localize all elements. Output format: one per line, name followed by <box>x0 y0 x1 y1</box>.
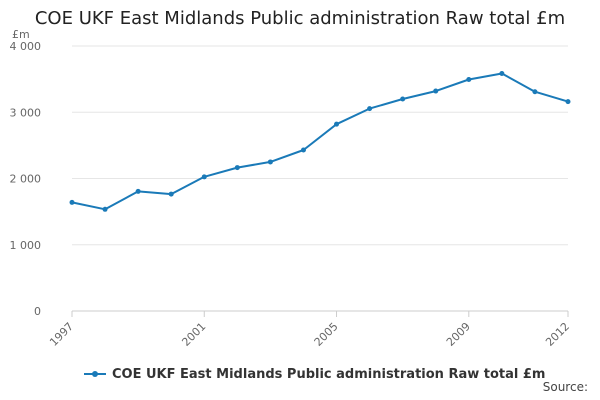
data-point <box>102 206 108 212</box>
y-tick-label: 2 000 <box>10 173 42 186</box>
data-point <box>234 165 240 171</box>
chart-title: COE UKF East Midlands Public administrat… <box>34 8 566 29</box>
series-layer <box>69 70 571 212</box>
y-tick-label: 1 000 <box>10 239 42 252</box>
data-point <box>367 106 373 112</box>
legend-swatch-icon <box>84 368 106 380</box>
data-point <box>532 89 538 95</box>
y-tick-label: 4 000 <box>10 40 42 53</box>
axis-layer: 0 1 000 2 000 3 000 4 000 1997 2001 2005 2009 201… <box>10 40 573 349</box>
data-point <box>499 70 505 76</box>
data-point <box>135 188 141 194</box>
x-tick-label: 1997 <box>47 320 76 349</box>
data-point <box>433 88 439 94</box>
y-tick-label: 3 000 <box>10 106 42 119</box>
grid-layer <box>72 45 568 246</box>
legend-label: COE UKF East Midlands Public administrat… <box>112 366 546 382</box>
x-tick-label: 2005 <box>312 320 341 349</box>
data-point <box>334 121 340 127</box>
y-tick-label: 0 <box>34 305 41 318</box>
x-tick-label: 2001 <box>179 320 208 349</box>
legend[interactable]: COE UKF East Midlands Public administrat… <box>84 364 545 384</box>
data-point <box>565 99 571 105</box>
y-axis-unit-label: £m <box>12 28 30 41</box>
data-point <box>466 76 472 82</box>
x-tick-label: 2009 <box>444 320 473 349</box>
data-point <box>300 147 306 153</box>
data-point <box>168 191 174 197</box>
data-point <box>69 199 75 205</box>
data-point <box>201 174 207 180</box>
source-label: Source: <box>542 380 588 394</box>
series-line <box>71 72 569 211</box>
data-point <box>400 96 406 102</box>
data-point <box>267 159 273 165</box>
x-tick-label: 2012 <box>543 320 572 349</box>
